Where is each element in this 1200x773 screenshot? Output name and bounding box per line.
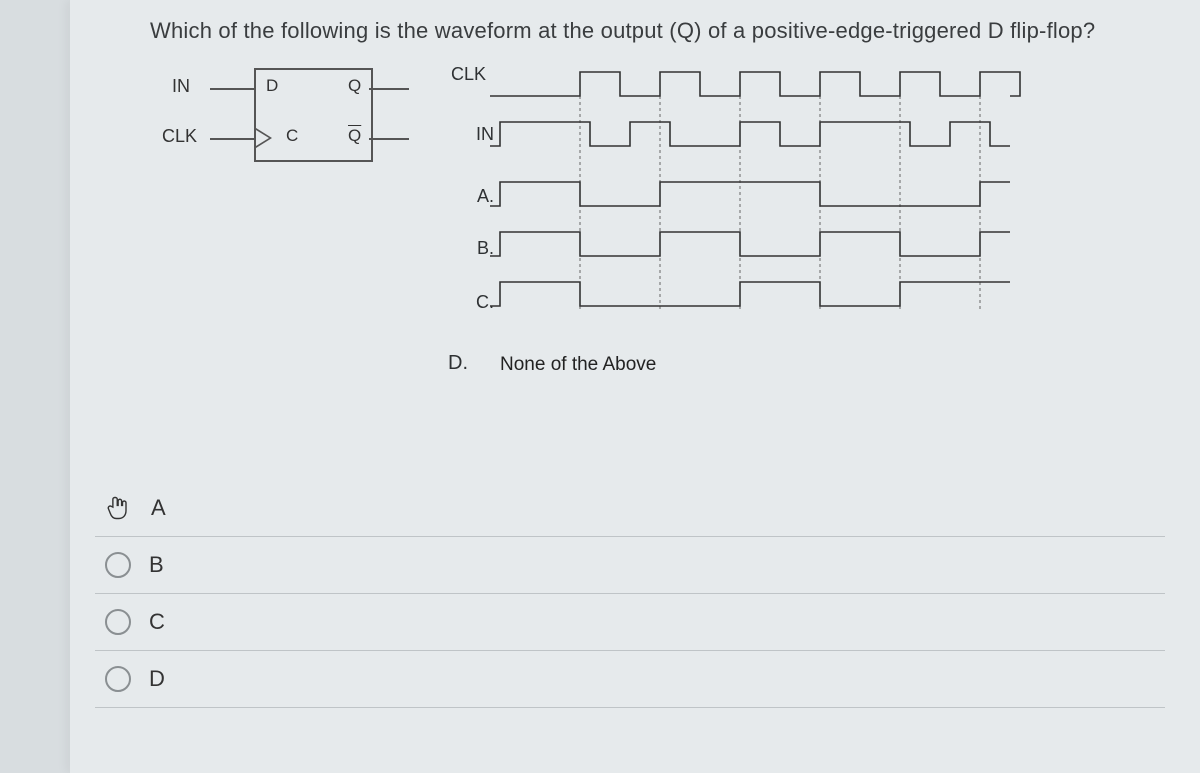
- radio-b[interactable]: [105, 552, 131, 578]
- question-card: Which of the following is the waveform a…: [70, 0, 1200, 773]
- wave-label-in: IN: [454, 124, 494, 145]
- option-label-d: D: [149, 666, 165, 692]
- pin-q: Q: [348, 76, 361, 96]
- option-label-b: B: [149, 552, 164, 578]
- waveform-plot: [490, 58, 1030, 348]
- question-text: Which of the following is the waveform a…: [150, 18, 1095, 44]
- pin-d: D: [266, 76, 278, 96]
- cursor-hand-icon: [105, 494, 133, 522]
- option-d-text: None of the Above: [500, 354, 656, 376]
- wire-in: [210, 88, 254, 90]
- wave-label-c: C.: [454, 292, 494, 313]
- ff-input-label-clk: CLK: [162, 126, 197, 147]
- wave-label-b: B.: [454, 238, 494, 259]
- wire-clk: [210, 138, 254, 140]
- radio-c[interactable]: [105, 609, 131, 635]
- pin-c: C: [286, 126, 298, 146]
- answer-option-d[interactable]: D: [95, 651, 1165, 708]
- answer-option-b[interactable]: B: [95, 537, 1165, 594]
- wire-q: [369, 88, 409, 90]
- radio-d[interactable]: [105, 666, 131, 692]
- answer-option-a[interactable]: A: [95, 480, 1165, 537]
- wire-qbar: [369, 138, 409, 140]
- option-label-a: A: [151, 495, 166, 521]
- clk-edge-triangle-inner: [256, 130, 269, 146]
- ff-input-label-in: IN: [172, 76, 190, 97]
- wave-label-clk: CLK: [446, 64, 486, 85]
- option-label-c: C: [149, 609, 165, 635]
- pin-qbar: Q: [348, 126, 361, 146]
- answer-options: A B C D: [95, 480, 1165, 708]
- answer-option-c[interactable]: C: [95, 594, 1165, 651]
- wave-label-d: D.: [448, 352, 468, 375]
- wave-label-a: A.: [454, 186, 494, 207]
